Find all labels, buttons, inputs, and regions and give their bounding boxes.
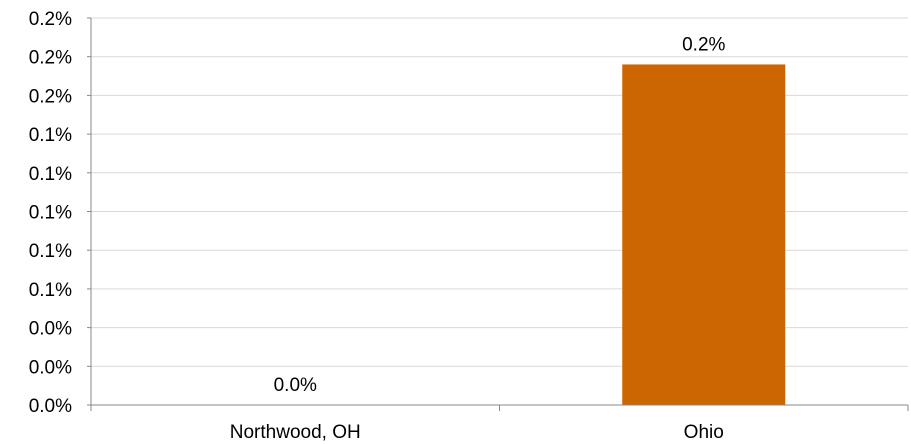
y-tick-label: 0.1%	[29, 241, 72, 262]
axes	[87, 17, 909, 411]
y-tick-label: 0.2%	[29, 48, 72, 69]
data-label: 0.2%	[682, 34, 725, 55]
x-category-label: Northwood, OH	[230, 422, 361, 443]
data-label: 0.0%	[274, 375, 317, 396]
y-tick-label: 0.0%	[29, 357, 72, 378]
y-tick-label: 0.1%	[29, 125, 72, 146]
bar	[622, 64, 786, 405]
y-tick-label: 0.1%	[29, 203, 72, 224]
bars	[622, 64, 786, 405]
y-tick-label: 0.2%	[29, 9, 72, 30]
x-category-label: Ohio	[684, 422, 724, 443]
y-tick-label: 0.1%	[29, 164, 72, 185]
y-tick-label: 0.1%	[29, 280, 72, 301]
gridlines	[91, 17, 908, 367]
y-tick-label: 0.0%	[29, 319, 72, 340]
labels: 0.0% 0.0% 0.0% 0.1% 0.1% 0.1% 0.1% 0.1% 0.2% 0.2%…	[29, 9, 726, 443]
y-tick-label: 0.0%	[29, 396, 72, 417]
y-tick-label: 0.2%	[29, 86, 72, 107]
